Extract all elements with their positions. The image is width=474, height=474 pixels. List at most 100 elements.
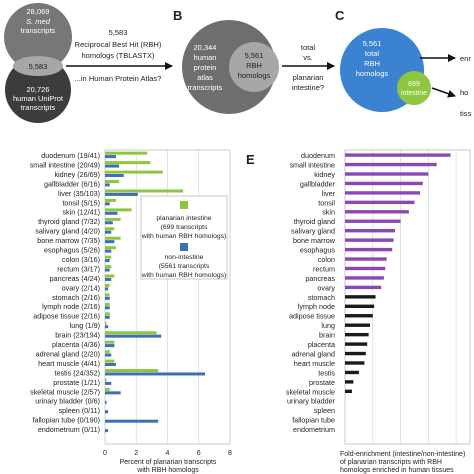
d-bar-non-intestine [105,381,112,385]
d-bar-intestine [105,340,115,344]
d-bar-non-intestine [105,230,112,234]
d-bar-non-intestine [105,192,138,196]
d-category-label: heart muscle (4/41) [38,359,100,368]
c-intestine-count: 699 [408,81,420,88]
e-category-label: heart muscle [294,359,335,368]
legend-intestine-label-3: with human RBH homologs) [141,233,227,240]
d-category-label: gallbladder (6/16) [44,179,100,188]
e-xlabel-1: Fold-enrichment (intestine/non-intestine… [340,451,465,458]
panel-c: C 5,561 total RBH homologs 699 intestine… [335,8,472,118]
d-category-label: adrenal gland (2/20) [36,349,100,358]
d-bar-non-intestine [105,372,205,376]
e-category-label: liver [322,189,336,198]
d-bar-non-intestine [105,249,112,253]
e-category-label: esophagus [300,246,336,255]
d-bar-intestine [105,236,121,240]
d-category-label: liver (35/103) [58,189,100,198]
panel-letter-e: E [246,152,255,167]
legend-intestine-label-1: planarian intestine [156,215,211,222]
d-bar-non-intestine [105,296,110,300]
e-bar-enriched [345,191,420,195]
d-bar-intestine [105,369,159,373]
c-cut-label-1: enr [460,54,471,63]
d-bar-non-intestine [105,429,109,433]
d-bars [105,151,205,433]
d-category-label: skin (12/41) [62,208,100,217]
atlas-label-3: atlas [197,73,213,82]
panel-b: B 20,344 human protein atlas transcripts… [173,8,335,114]
e-category-label: endometrium [293,425,335,434]
e-category-label: urinary bladder [287,397,336,406]
d-category-label: esophagus (5/26) [44,246,100,255]
d-bar-intestine [105,284,110,287]
d-category-label: duodenum (19/41) [41,151,100,160]
e-bar-enriched [345,210,409,214]
d-category-label: ovary (2/14) [62,283,100,292]
d-bar-intestine [105,227,115,231]
d-category-label: kidney (26/69) [54,170,100,179]
smed-label-1: S. med [26,17,51,26]
d-category-label: stomach (2/16) [52,293,100,302]
legend-non-intestine-label-1: non-intestine [165,254,204,261]
c-total-label-2: RBH [364,59,380,68]
e-category-label: gallbladder [300,179,336,188]
d-category-label: lymph node (2/16) [42,302,100,311]
e-bar-enriched [345,172,429,176]
d-bar-non-intestine [105,240,115,244]
d-bar-intestine [105,180,120,184]
d-bar-non-intestine [105,363,116,366]
d-bar-intestine [105,189,184,193]
e-bar [345,304,375,308]
e-xlabel-2: of planarian transcripts with RBH [340,459,442,466]
d-bar-intestine [105,161,151,165]
c-total-label-3: homologs [356,69,389,78]
b-rbh-count: 5,561 [245,51,264,60]
e-gridlines [372,150,457,444]
d-bar-non-intestine [105,221,113,225]
d-tick-label: 4 [166,450,170,457]
panel-d-chart: duodenum (19/41)small intestine (20/49)k… [30,149,232,474]
d-category-label: endometrium (0/11) [38,425,100,434]
d-bar-intestine [105,387,110,391]
smed-count: 28,069 [27,7,50,16]
d-category-label: prostate (1/21) [53,378,100,387]
d-legend: planarian intestine (699 transcripts wit… [140,195,228,280]
smed-transcripts-circle [4,3,72,71]
e-category-label: skeletal muscle [286,387,335,396]
atlas-count: 20,344 [194,43,217,52]
c-cut-label-3: tiss [460,109,472,118]
d-bar-intestine [105,302,110,306]
d-category-label: brain (23/194) [55,331,100,340]
e-category-label: skin [322,208,335,217]
e-bar-enriched [345,200,415,205]
atlas-label-2: protein [194,63,217,72]
d-tick-labels: 0 2 4 6 8 [103,450,232,457]
d-bar-non-intestine [105,334,162,338]
d-bar-intestine [105,359,115,363]
d-category-label: adipose tissue (2/16) [33,312,100,321]
legend-intestine-label-2: (699 transcripts [161,224,208,231]
e-category-label: adipose tissue [289,312,335,321]
d-bar-non-intestine [105,353,112,357]
d-bar-intestine [105,246,116,250]
d-bar-non-intestine [105,174,124,177]
d-bar-intestine [105,217,121,221]
d-bar-non-intestine [105,259,110,263]
d-bar-intestine [105,265,112,269]
e-bar [345,361,365,365]
human-label-1: human UniProt [13,94,64,103]
d-bar-intestine [105,331,157,335]
atlas-question: ...in Human Protein Atlas? [75,74,162,83]
e-bar-enriched [345,238,394,242]
e-bar [345,314,373,318]
question-2: vs. [303,53,313,62]
d-category-label: spleen (0/11) [59,406,100,415]
e-bar-enriched [345,285,382,290]
e-bar-enriched [345,162,437,167]
rbh-count: 5,583 [109,28,128,37]
rbh-homologs-circle [229,42,279,92]
e-category-label: pancreas [305,274,335,283]
d-category-label: thyroid gland (7/32) [38,217,100,226]
e-bar-enriched [345,257,387,261]
